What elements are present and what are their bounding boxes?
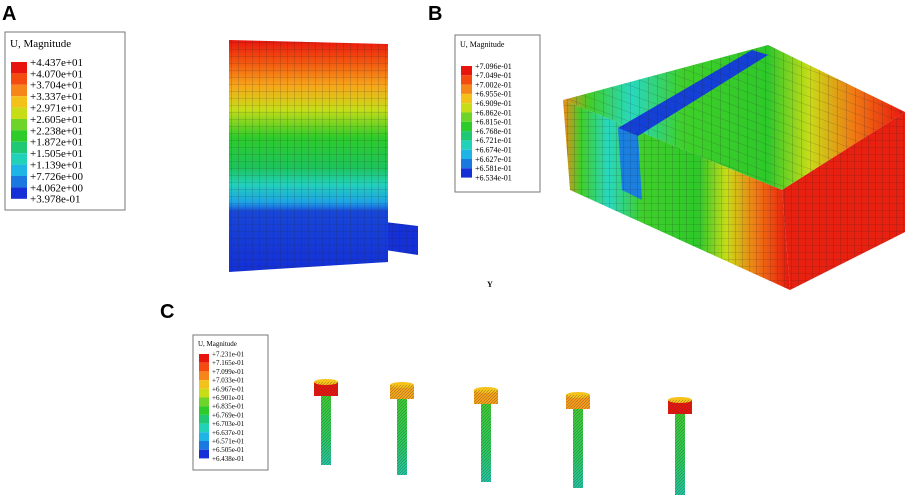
bolt-mesh	[566, 395, 590, 409]
legend-swatch	[199, 388, 209, 398]
legend-value: +6.627e-01	[475, 155, 512, 164]
legend-swatch	[199, 414, 209, 424]
legend-swatch	[199, 432, 209, 441]
legend-value: +1.139e+01	[30, 159, 83, 171]
legend-value: +6.581e-01	[475, 164, 512, 173]
legend-swatch	[11, 119, 27, 131]
bolt-mesh	[321, 392, 331, 465]
legend-swatch	[11, 141, 27, 154]
legend-swatch	[11, 73, 27, 85]
bolt-mesh	[314, 382, 338, 396]
legend-value: +7.231e-01	[212, 350, 245, 358]
legend-value: +3.704e+01	[30, 80, 83, 92]
model-c	[314, 379, 692, 495]
legend-value: +6.909e-01	[475, 99, 512, 108]
legend-value: +6.967e-01	[212, 385, 245, 393]
legend-value: +3.337e+01	[30, 91, 83, 103]
legend-value: +2.971e+01	[30, 102, 83, 114]
axis-label: Y	[487, 280, 493, 289]
legend-value: +4.062e+00	[30, 182, 84, 194]
legend-swatch	[461, 112, 472, 122]
legend-swatch	[199, 406, 209, 415]
legend-swatch	[461, 159, 472, 169]
legend-swatch	[461, 149, 472, 159]
legend-swatch	[11, 153, 27, 165]
bolt-mesh	[668, 400, 692, 414]
legend-value: +6.721e-01	[475, 136, 512, 145]
legend-swatch	[461, 103, 472, 113]
legend-value: +2.238e+01	[30, 125, 83, 137]
legend-value: +7.096e-01	[475, 62, 512, 71]
legend-swatch	[461, 121, 472, 132]
legend-title: U, Magnitude	[10, 38, 71, 50]
legend-swatch	[11, 187, 27, 199]
legend-value: +7.726e+00	[30, 171, 84, 183]
legend-swatch	[199, 423, 209, 433]
bolt-mesh	[474, 390, 498, 404]
legend-swatch	[11, 96, 27, 108]
legend-value: +7.099e-01	[212, 368, 245, 376]
legend-swatch	[11, 130, 27, 142]
panel-label: C	[160, 301, 174, 323]
legend-swatch	[11, 62, 27, 74]
bolt-mesh	[675, 410, 685, 495]
legend-value: +6.534e-01	[475, 173, 512, 182]
legend-title: U, Magnitude	[198, 340, 237, 348]
bolt-mesh	[397, 395, 407, 475]
legend-swatch	[199, 371, 209, 381]
legends: U, Magnitude +4.437e+01+4.070e+01+3.704e+…	[4, 31, 541, 471]
legend-swatch	[461, 168, 472, 178]
legend-value: +6.769e-01	[212, 411, 245, 419]
legend-value: +1.872e+01	[30, 137, 83, 149]
legend-value: +6.815e-01	[475, 118, 512, 127]
legend-swatch	[461, 66, 472, 76]
legend-swatch	[199, 354, 209, 363]
legend-value: +6.835e-01	[212, 403, 245, 411]
legend-swatch	[199, 441, 209, 450]
legend-swatch	[199, 380, 209, 389]
legend-value: +7.002e-01	[475, 80, 512, 89]
legend-value: +6.571e-01	[212, 437, 245, 445]
legend-value: +3.978e-01	[30, 194, 81, 206]
panel-label: B	[428, 3, 442, 25]
legend-value: +7.033e-01	[212, 377, 245, 385]
legend-swatch	[461, 84, 472, 94]
legend-value: +7.165e-01	[212, 359, 245, 367]
legend-value: +6.768e-01	[475, 127, 512, 136]
model-a	[229, 40, 418, 272]
legend-swatch	[11, 164, 27, 176]
legend-value: +2.605e+01	[30, 114, 83, 126]
legend-value: +4.070e+01	[30, 68, 83, 80]
legend-value: +7.049e-01	[475, 71, 512, 80]
legend-swatch	[199, 449, 209, 459]
legend-value: +6.438e-01	[212, 455, 245, 463]
legend-swatch	[199, 397, 209, 407]
bolt-mesh	[481, 400, 491, 482]
legend-value: +4.437e+01	[30, 57, 83, 69]
legend-title: U, Magnitude	[460, 40, 505, 49]
legend-value: +6.901e-01	[212, 394, 245, 402]
legend-value: +6.637e-01	[212, 429, 245, 437]
legend-swatch	[199, 362, 209, 372]
legend-swatch	[11, 176, 27, 188]
legend-value: +1.505e+01	[30, 148, 83, 160]
legend-value: +6.955e-01	[475, 90, 512, 99]
legend-value: +6.703e-01	[212, 420, 245, 428]
legend-swatch	[461, 75, 472, 85]
legend-swatch	[11, 107, 27, 119]
legend-swatch	[461, 93, 472, 104]
legend-swatch	[11, 84, 27, 97]
legend-swatch	[461, 131, 472, 141]
legend-swatch	[461, 140, 472, 150]
model-b	[563, 45, 905, 290]
panel-label: A	[2, 3, 16, 25]
legend-value: +6.505e-01	[212, 446, 245, 454]
legend-value: +6.862e-01	[475, 108, 512, 117]
legend-value: +6.674e-01	[475, 146, 512, 155]
bolt-mesh	[573, 405, 583, 488]
bolt-mesh	[390, 385, 414, 399]
